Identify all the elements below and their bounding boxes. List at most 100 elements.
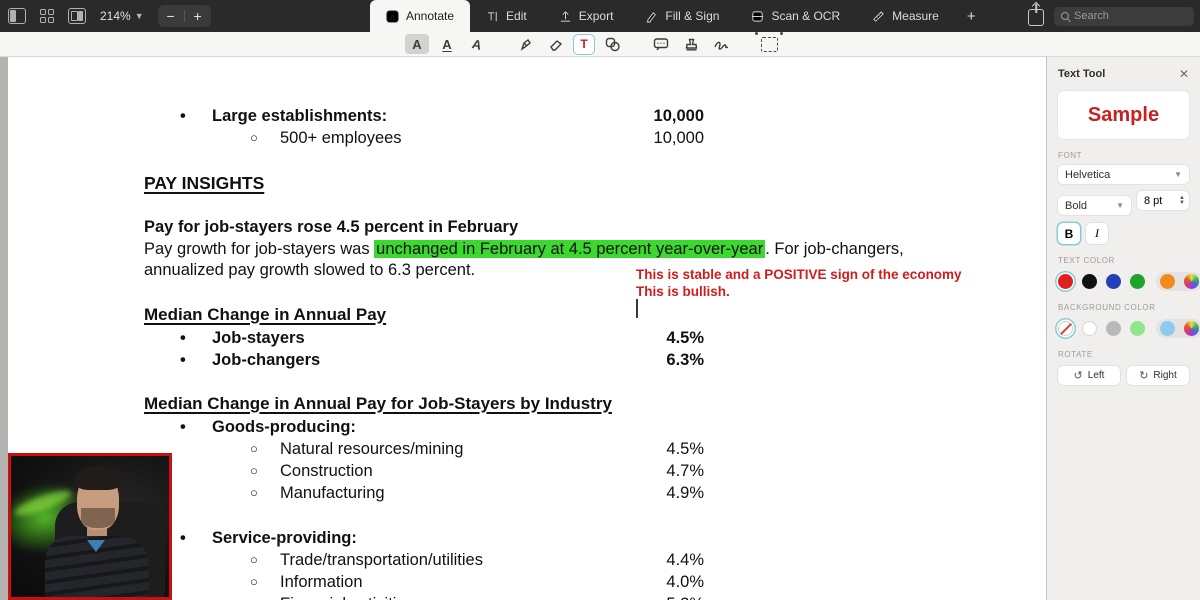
zoom-in-button[interactable]: + <box>185 5 211 27</box>
italic-button[interactable]: I <box>1086 223 1108 244</box>
swatch-light-blue[interactable] <box>1160 321 1175 336</box>
rotate-left-icon: ↺ <box>1073 370 1083 382</box>
comment-tool-icon[interactable] <box>649 34 673 54</box>
swatch-green[interactable] <box>1130 274 1145 289</box>
share-icon[interactable] <box>1028 9 1044 26</box>
color-wheel-icon[interactable] <box>1184 321 1199 336</box>
rotate-right-icon: ↻ <box>1139 370 1149 382</box>
text-tool-icon[interactable]: T <box>573 33 595 55</box>
divider <box>183 10 185 22</box>
doc-row: • Large establishments: 10,000 <box>8 107 1046 129</box>
add-tab-button[interactable]: + <box>966 7 976 25</box>
row-value: 10,000 <box>653 107 704 125</box>
strikethrough-text-tool-icon[interactable]: A <box>470 35 484 53</box>
page-view-icon[interactable] <box>68 8 86 24</box>
group-label: Goods-producing: <box>212 417 356 436</box>
signature-tool-icon[interactable] <box>709 34 733 54</box>
tab-edit[interactable]: Edit <box>470 0 543 32</box>
tab-fill-sign[interactable]: Fill & Sign <box>629 0 735 32</box>
tab-label: Measure <box>892 9 939 23</box>
zoom-out-button[interactable]: − <box>158 5 184 27</box>
highlight-text-tool-icon[interactable]: A <box>405 34 429 54</box>
para-text: Pay growth for job-stayers was <box>144 239 375 258</box>
sample-text: Sample <box>1087 103 1160 126</box>
doc-row: • Goods-producing: <box>180 417 356 436</box>
para-heading: Pay for job-stayers rose 4.5 percent in … <box>144 218 519 236</box>
doc-row: ○ Financial activities 5.2% <box>8 595 1046 600</box>
mode-tabs: A Annotate Edit Export Fill & Sign Scan … <box>370 0 988 32</box>
swatch-light-green[interactable] <box>1130 321 1145 336</box>
para-text: annualized pay growth slowed to 6.3 perc… <box>144 261 476 279</box>
eraser-tool-icon[interactable] <box>543 34 567 54</box>
swatch-red[interactable] <box>1058 274 1073 289</box>
font-size-value: 8 pt <box>1144 194 1163 207</box>
stamp-tool-icon[interactable] <box>679 34 703 54</box>
background-color-swatches <box>1058 319 1200 338</box>
font-weight-select[interactable]: Bold ▼ <box>1058 196 1131 215</box>
scan-icon <box>752 10 764 22</box>
text-cursor <box>636 299 638 318</box>
font-family-select[interactable]: Helvetica ▼ <box>1058 165 1189 184</box>
tab-annotate[interactable]: A Annotate <box>370 0 471 32</box>
highlighted-text: unchanged in February at 4.5 percent yea… <box>374 239 766 258</box>
rotate-right-button[interactable]: ↻ Right <box>1127 366 1189 385</box>
edit-text-icon <box>487 11 497 21</box>
shapes-tool-icon[interactable] <box>601 34 625 54</box>
swatch-black[interactable] <box>1082 274 1097 289</box>
doc-row: ○ Manufacturing 4.9% <box>250 483 704 502</box>
row-value: 4.4% <box>666 550 704 569</box>
pen-tool-icon[interactable] <box>513 34 537 54</box>
rotate-left-label: Left <box>1087 370 1105 381</box>
swatch-blue[interactable] <box>1106 274 1121 289</box>
rotate-label: ROTATE <box>1058 350 1093 359</box>
swatch-white[interactable] <box>1082 321 1097 336</box>
zoom-level-dropdown[interactable]: 214% ▼ <box>100 9 144 23</box>
text-color-swatches <box>1058 272 1200 291</box>
row-label: Large establishments: <box>212 107 388 125</box>
tab-label: Edit <box>506 9 527 23</box>
font-weight-value: Bold <box>1065 199 1088 212</box>
swatch-orange[interactable] <box>1160 274 1175 289</box>
close-icon[interactable]: ✕ <box>1178 67 1189 81</box>
zoom-buttons: − + <box>157 5 211 27</box>
swatch-gray[interactable] <box>1106 321 1121 336</box>
group-label: Service-providing: <box>212 528 357 547</box>
row-value: 5.2% <box>444 595 704 600</box>
industry-heading: Median Change in Annual Pay for Job-Stay… <box>144 393 612 413</box>
row-value: 4.7% <box>666 461 704 480</box>
person-hair <box>75 466 121 490</box>
thumbnails-view-icon[interactable] <box>40 9 54 23</box>
bold-button[interactable]: B <box>1058 223 1080 244</box>
page-content: • Large establishments: 10,000 ○ 500+ em… <box>8 57 1046 600</box>
tab-measure[interactable]: Measure <box>856 0 955 32</box>
row-value: 10,000 <box>653 129 704 147</box>
search-field[interactable] <box>1054 6 1194 26</box>
swatch-no-fill[interactable] <box>1058 321 1073 336</box>
tab-scan-ocr[interactable]: Scan & OCR <box>735 0 856 32</box>
row-value: 4.5% <box>666 439 704 458</box>
underline-text-tool-icon[interactable]: A <box>442 36 452 52</box>
row-label: Job-stayers <box>212 328 305 347</box>
select-area-tool-icon[interactable] <box>760 36 778 52</box>
row-label: Trade/transportation/utilities <box>280 550 483 569</box>
red-annotation: This is stable and a POSITIVE sign of th… <box>636 267 1036 300</box>
color-wheel-icon[interactable] <box>1184 274 1199 289</box>
row-label: Job-changers <box>212 350 321 369</box>
median-pay-heading: Median Change in Annual Pay <box>144 304 387 324</box>
document-viewport[interactable]: • Large establishments: 10,000 ○ 500+ em… <box>0 57 1046 600</box>
search-input[interactable] <box>1074 10 1174 22</box>
row-value: 4.0% <box>666 572 704 591</box>
font-size-stepper[interactable]: 8 pt ▲ ▼ <box>1137 191 1189 210</box>
font-family-value: Helvetica <box>1065 168 1111 181</box>
text-tool-panel: Text Tool ✕ Sample FONT Helvetica ▼ Bold… <box>1047 57 1200 600</box>
search-icon <box>1061 12 1069 20</box>
text-color-label: TEXT COLOR <box>1058 256 1115 265</box>
tab-label: Fill & Sign <box>665 9 720 23</box>
sidebar-toggle-icon[interactable] <box>8 8 26 24</box>
stepper-arrows-icon[interactable]: ▲ ▼ <box>1179 194 1185 206</box>
pay-insights-heading: PAY INSIGHTS <box>144 173 265 193</box>
tab-export[interactable]: Export <box>543 0 630 32</box>
annotate-icon: A <box>386 9 399 23</box>
rotate-left-button[interactable]: ↺ Left <box>1058 366 1120 385</box>
background-color-label: BACKGROUND COLOR <box>1058 303 1156 312</box>
